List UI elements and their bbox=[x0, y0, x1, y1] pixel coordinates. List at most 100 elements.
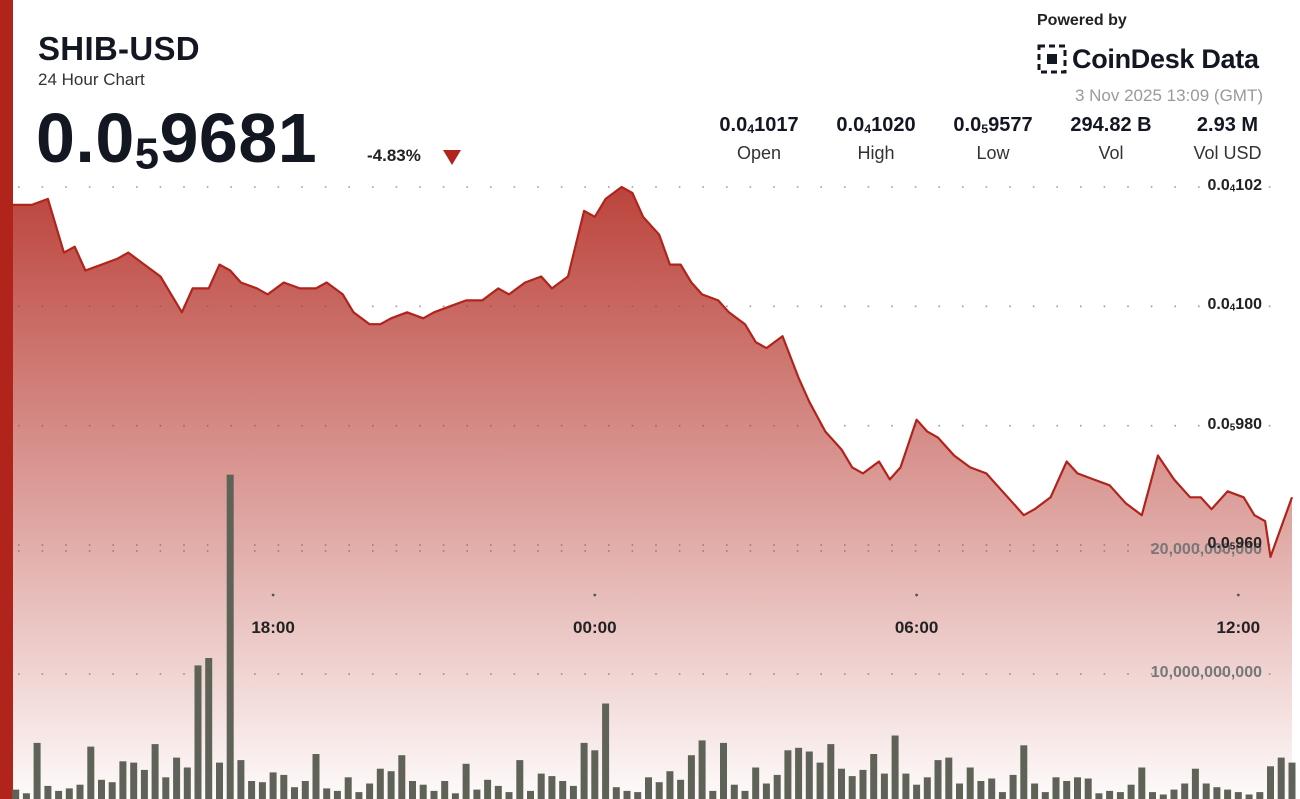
price-lead: 0.0 bbox=[36, 99, 135, 177]
price-tick-label: 0.04102 bbox=[1207, 177, 1262, 195]
volume-bar bbox=[430, 790, 438, 799]
accent-bar bbox=[0, 0, 13, 799]
volume-bar bbox=[891, 735, 899, 799]
volume-bar bbox=[559, 781, 567, 799]
volume-bar bbox=[805, 751, 813, 799]
volume-bar bbox=[569, 785, 577, 799]
volume-bar bbox=[602, 703, 610, 799]
volume-bar bbox=[1020, 745, 1028, 799]
stat-label: High bbox=[857, 143, 895, 163]
volume-bar bbox=[956, 783, 963, 799]
volume-bar bbox=[612, 787, 620, 799]
volume-bar bbox=[762, 783, 770, 799]
volume-bar bbox=[859, 769, 867, 799]
volume-bar bbox=[301, 781, 309, 799]
volume-bar bbox=[183, 767, 191, 799]
stat-value: 2.93 M bbox=[1196, 114, 1259, 136]
volume-bar bbox=[258, 782, 266, 799]
stat-label: Low bbox=[976, 143, 1010, 163]
volume-bar bbox=[409, 781, 416, 799]
volume-bar bbox=[1063, 781, 1071, 799]
stat-label: Vol USD bbox=[1193, 143, 1262, 163]
x-tick-mark bbox=[593, 593, 597, 597]
volume-bar bbox=[784, 750, 792, 799]
price-tick-label: 0.05960 bbox=[1207, 535, 1262, 553]
volume-bars bbox=[12, 474, 1296, 799]
volume-bar bbox=[484, 779, 492, 799]
volume-bar bbox=[98, 779, 105, 799]
volume-bar bbox=[1170, 789, 1178, 799]
volume-bar bbox=[344, 777, 352, 799]
volume-bar bbox=[33, 742, 41, 799]
volume-bar bbox=[977, 781, 985, 799]
volume-bar bbox=[1267, 766, 1274, 799]
volume-bar bbox=[473, 789, 481, 799]
volume-bar bbox=[966, 767, 974, 799]
volume-bar bbox=[1202, 783, 1210, 799]
volume-bar bbox=[226, 474, 234, 799]
volume-bar bbox=[12, 789, 20, 799]
volume-bar bbox=[22, 793, 30, 799]
price-tail: 9681 bbox=[159, 99, 318, 177]
timestamp: 3 Nov 2025 13:09 (GMT) bbox=[1074, 86, 1263, 105]
volume-bar bbox=[580, 742, 588, 799]
volume-bar bbox=[623, 790, 631, 799]
volume-bar bbox=[237, 760, 245, 799]
volume-bar bbox=[1009, 774, 1017, 799]
volume-bar bbox=[162, 777, 170, 799]
volume-bar bbox=[537, 773, 545, 799]
volume-bar bbox=[677, 779, 685, 799]
volume-bar bbox=[1277, 757, 1285, 799]
volume-bar bbox=[1052, 777, 1060, 799]
stat-label: Vol bbox=[1098, 143, 1124, 163]
volume-bar bbox=[366, 783, 374, 799]
volume-bar bbox=[44, 785, 52, 799]
volume-bar bbox=[1031, 783, 1039, 799]
stat-high: 0.041020 High bbox=[828, 114, 924, 164]
volume-bar bbox=[269, 772, 277, 799]
volume-tick-label: 20,000,000,000 bbox=[1150, 541, 1262, 558]
price-tick-label: 0.04100 bbox=[1207, 296, 1262, 314]
volume-bar bbox=[655, 782, 663, 799]
volume-bar bbox=[1224, 789, 1232, 799]
brand-name: CoinDesk Data bbox=[1072, 43, 1259, 74]
volume-bar bbox=[870, 754, 878, 799]
stat-value: 294.82 B bbox=[1070, 114, 1152, 136]
volume-bar bbox=[462, 763, 470, 799]
volume-bar bbox=[634, 792, 642, 799]
volume-bar bbox=[173, 757, 181, 799]
volume-bar bbox=[333, 790, 341, 799]
volume-bar bbox=[216, 762, 223, 799]
volume-bar bbox=[1149, 792, 1156, 799]
x-tick-label: 12:00 bbox=[1216, 618, 1261, 637]
volume-bar bbox=[323, 788, 331, 799]
volume-bar bbox=[151, 744, 159, 799]
volume-bar bbox=[666, 771, 674, 799]
volume-bar bbox=[1106, 790, 1114, 799]
volume-bar bbox=[1074, 777, 1081, 799]
stat-vol: 294.82 B Vol bbox=[1061, 114, 1161, 164]
volume-bar bbox=[548, 776, 556, 799]
volume-bar bbox=[1191, 768, 1199, 799]
volume-bar bbox=[119, 761, 127, 799]
stat-vol-usd: 2.93 M Vol USD bbox=[1180, 114, 1275, 164]
price-tick-label: 0.05980 bbox=[1207, 415, 1262, 434]
x-tick-mark bbox=[1236, 593, 1240, 597]
volume-bar bbox=[451, 793, 459, 799]
stat-label: Open bbox=[736, 143, 782, 163]
down-arrow-icon bbox=[443, 150, 461, 165]
stats-row: 0.041017 Open 0.041020 High 0.059577 Low… bbox=[0, 114, 1300, 174]
volume-bar bbox=[773, 774, 781, 799]
price-zero-count: 5 bbox=[134, 130, 160, 179]
volume-bar bbox=[1288, 762, 1296, 799]
brand-logo: CoinDesk Data bbox=[1036, 42, 1259, 76]
volume-tick-label: 10,000,000,000 bbox=[1150, 664, 1262, 681]
volume-bar bbox=[248, 781, 256, 799]
volume-bar bbox=[827, 744, 835, 799]
volume-bar bbox=[848, 776, 856, 799]
volume-bar bbox=[1127, 784, 1135, 799]
volume-bar bbox=[709, 790, 717, 799]
volume-bar bbox=[398, 755, 406, 799]
volume-bar bbox=[720, 742, 727, 799]
